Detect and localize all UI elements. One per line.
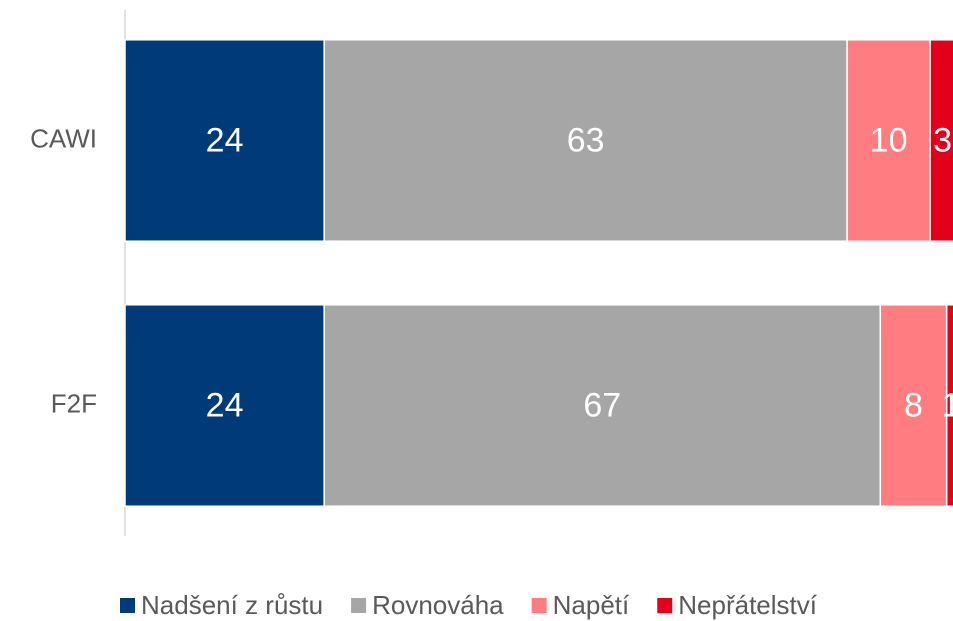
legend-swatch — [120, 598, 135, 613]
bar-segment — [945, 304, 953, 507]
data-label: 67 — [583, 386, 621, 424]
data-label: 24 — [206, 386, 244, 424]
legend-swatch — [531, 598, 547, 613]
bar-segment — [124, 304, 325, 507]
legend-swatch — [657, 598, 673, 613]
data-label: 3 — [933, 121, 952, 159]
bar-segment — [846, 39, 931, 242]
data-label: 63 — [567, 121, 605, 159]
bar-segment — [323, 39, 848, 242]
category-label: CAWI — [30, 123, 97, 153]
legend-label: Napětí — [553, 590, 630, 620]
category-label: F2F — [51, 388, 97, 418]
legend-label: Nadšení z růstu — [141, 590, 323, 620]
legend-swatch — [351, 598, 367, 613]
data-label: 8 — [904, 386, 923, 424]
bar-segment — [929, 39, 953, 242]
data-label: 10 — [870, 121, 908, 159]
bar-segment — [124, 39, 325, 242]
legend-label: Rovnováha — [372, 590, 504, 620]
data-label: 24 — [206, 121, 244, 159]
legend-label: Nepřátelství — [678, 590, 817, 620]
data-label: 1 — [941, 386, 953, 424]
